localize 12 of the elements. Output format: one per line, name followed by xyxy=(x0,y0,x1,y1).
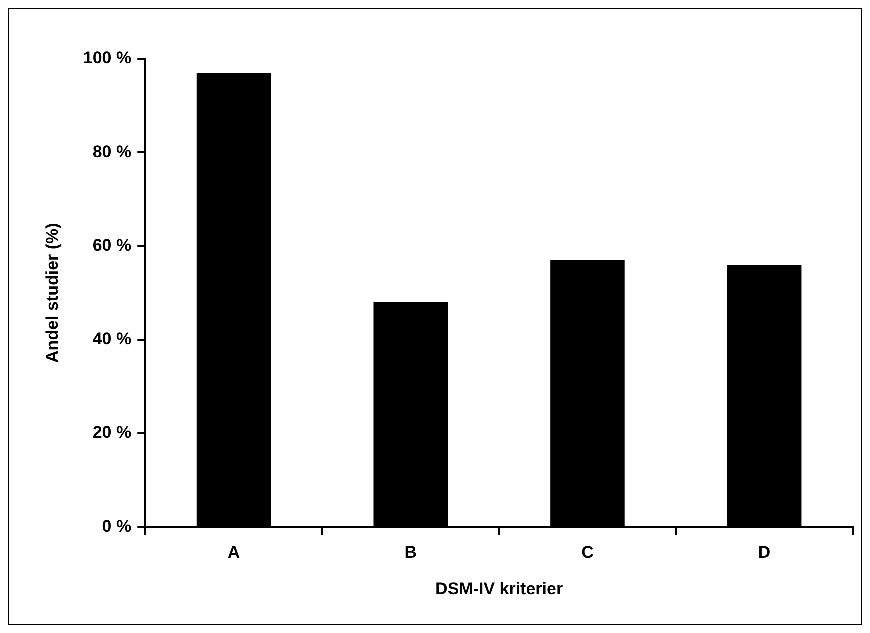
y-tick-label: 80 % xyxy=(92,142,132,162)
x-tick-label: C xyxy=(582,543,594,562)
x-axis-title: DSM-IV kriterier xyxy=(436,579,564,598)
y-tick-label: 40 % xyxy=(92,330,132,349)
y-tick-label: 20 % xyxy=(92,423,132,442)
y-tick-label: 0 % xyxy=(102,516,132,536)
y-tick-label: 100 % xyxy=(83,48,132,68)
x-tick-label: A xyxy=(228,543,240,562)
x-tick-label: B xyxy=(404,543,418,562)
y-axis-title: Andel studier (%) xyxy=(42,223,62,363)
y-tick-label: 60 % xyxy=(92,236,132,255)
x-tick-label: D xyxy=(758,543,771,562)
